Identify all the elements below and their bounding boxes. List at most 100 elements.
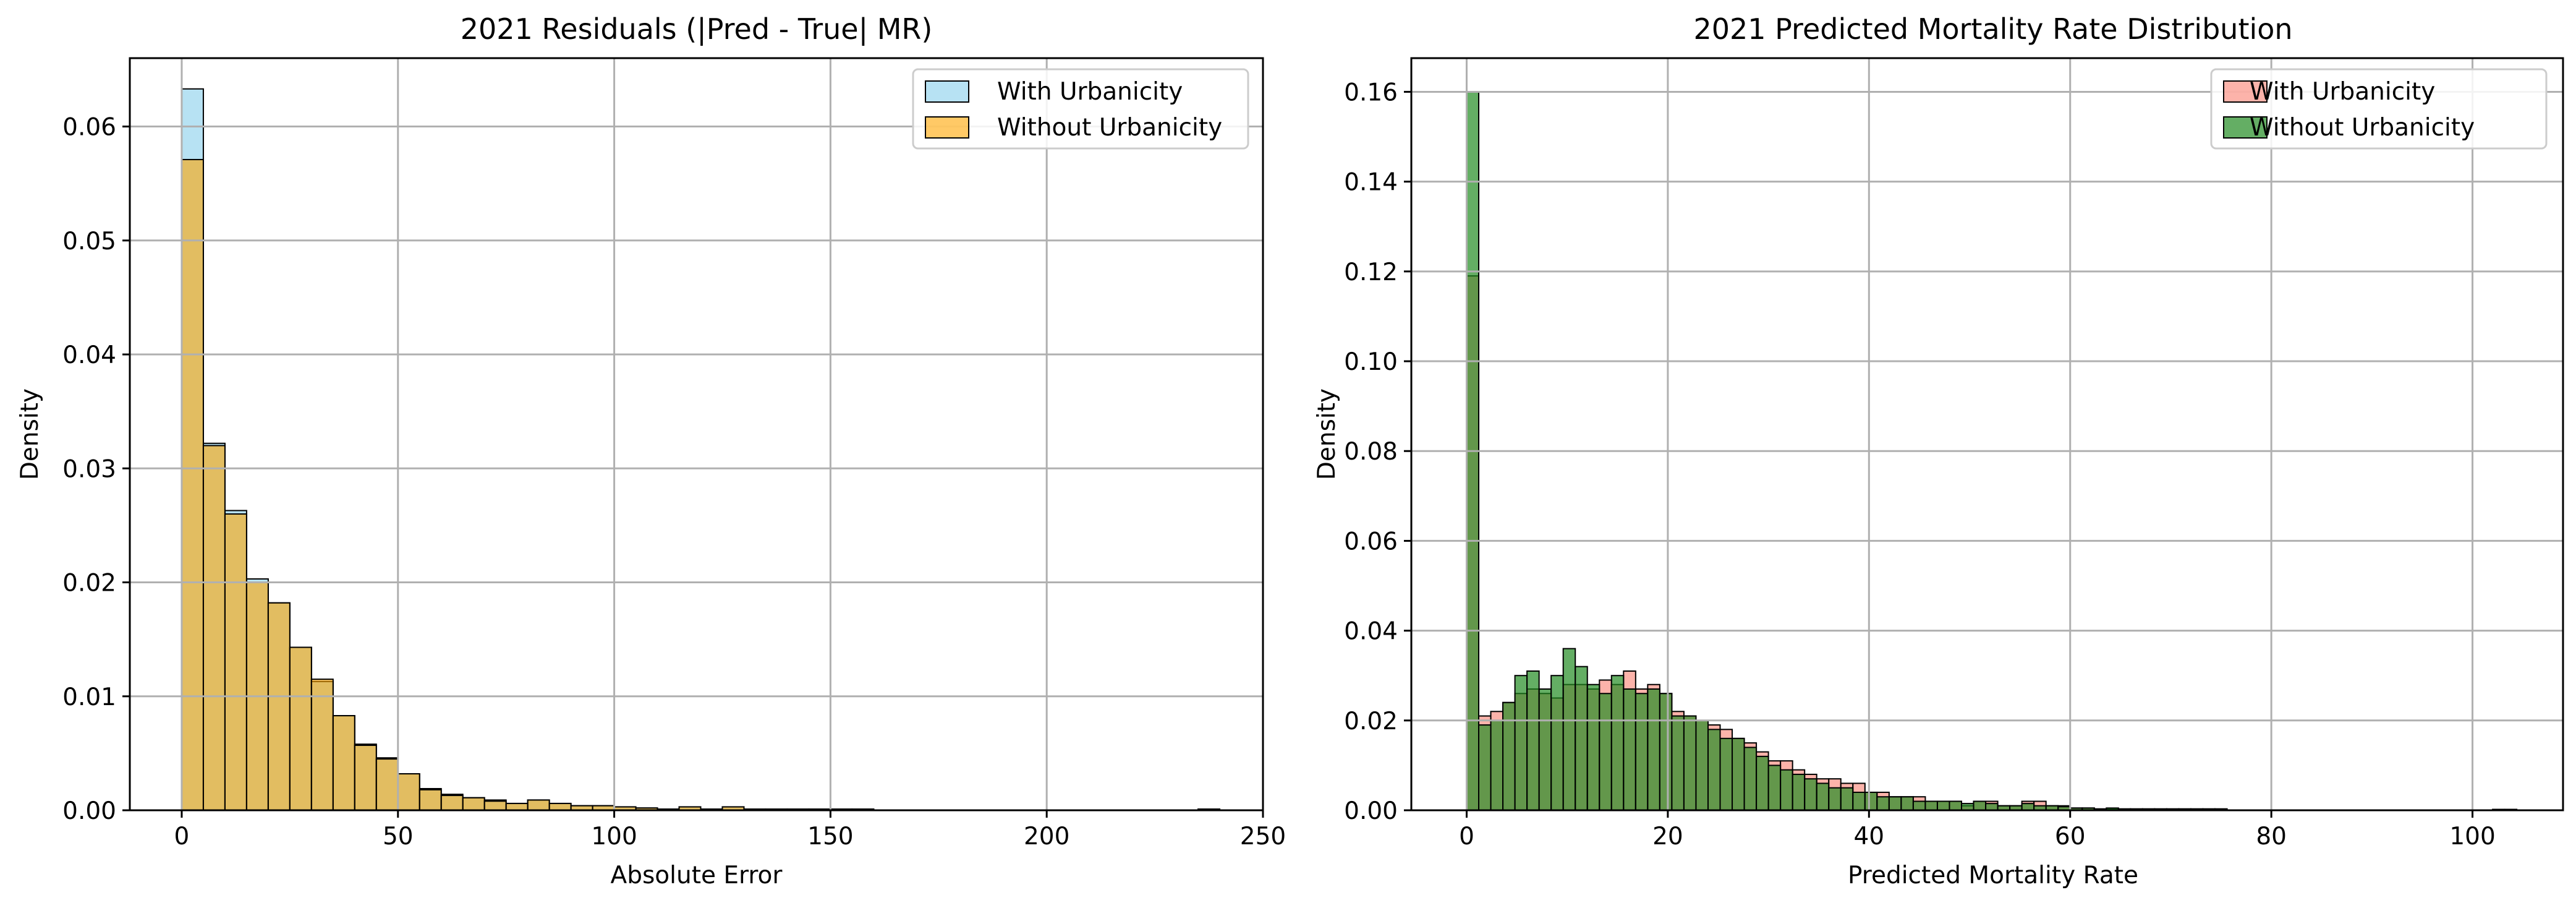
y-tick-label: 0.00 bbox=[62, 797, 116, 825]
histogram-bar bbox=[1586, 683, 1600, 812]
histogram-bar bbox=[1526, 670, 1540, 811]
histogram-bar bbox=[1719, 737, 1733, 811]
residuals-x-ticks: 0 50 100 150 200 250 bbox=[174, 810, 1286, 850]
x-tick-label: 100 bbox=[2449, 823, 2495, 850]
histogram-bar bbox=[289, 646, 312, 811]
residuals-legend: With Urbanicity Without Urbanicity bbox=[912, 68, 1249, 150]
histogram-bar bbox=[310, 679, 334, 811]
residuals-legend-box bbox=[912, 68, 1249, 150]
predicted-mr-legend: With Urbanicity Without Urbanicity bbox=[2210, 68, 2548, 150]
legend-swatch-without-urbanicity bbox=[925, 116, 969, 139]
histogram-bar bbox=[224, 513, 247, 812]
histogram-bar bbox=[1610, 675, 1625, 812]
histogram-bar bbox=[267, 602, 291, 811]
y-tick-label: 0.01 bbox=[62, 683, 116, 711]
legend-swatch-with-urbanicity bbox=[925, 80, 969, 103]
histogram-bar bbox=[1550, 675, 1564, 812]
x-tick-label: 20 bbox=[1652, 823, 1683, 850]
x-tick-label: 0 bbox=[174, 823, 190, 850]
histogram-bar bbox=[462, 797, 485, 811]
y-tick-label: 0.03 bbox=[62, 455, 116, 483]
histogram-bar bbox=[419, 789, 442, 811]
histogram-bar bbox=[1732, 737, 1745, 811]
y-tick-label: 0.12 bbox=[1344, 259, 1398, 286]
x-tick-label: 200 bbox=[1024, 823, 1069, 850]
histogram-bar bbox=[1683, 715, 1697, 811]
y-tick-label: 0.06 bbox=[62, 114, 116, 142]
histogram-bar bbox=[397, 773, 420, 812]
histogram-bar bbox=[1490, 719, 1504, 812]
x-tick-label: 40 bbox=[1853, 823, 1884, 850]
legend-swatch-with-urbanicity bbox=[2223, 80, 2268, 103]
residuals-chart: 2021 Residuals (|Pred - True| MR) 0 50 100… bbox=[16, 12, 1286, 889]
histogram-bar bbox=[1936, 800, 1950, 811]
histogram-bar bbox=[1514, 675, 1528, 812]
histogram-bar bbox=[1623, 688, 1636, 811]
predicted-mr-chart-title: 2021 Predicted Mortality Rate Distributi… bbox=[1693, 12, 2292, 46]
histogram-bar bbox=[1743, 747, 1758, 811]
histogram-bar bbox=[2021, 803, 2035, 812]
histogram-bar bbox=[1671, 715, 1685, 811]
y-tick-label: 0.10 bbox=[1344, 348, 1398, 376]
y-tick-label: 0.04 bbox=[1344, 618, 1398, 646]
y-tick-label: 0.08 bbox=[1344, 438, 1398, 466]
histogram-bar bbox=[1695, 719, 1709, 812]
histogram-bar bbox=[375, 758, 399, 812]
legend-label-without-urbanicity: Without Urbanicity bbox=[2250, 114, 2475, 142]
histogram-bar bbox=[1912, 800, 1926, 811]
y-tick-label: 0.16 bbox=[1344, 79, 1398, 106]
y-tick-label: 0.02 bbox=[62, 570, 116, 597]
histogram-bar bbox=[1804, 778, 1817, 812]
predicted-mr-x-axis-label: Predicted Mortality Rate bbox=[1848, 862, 2138, 889]
x-tick-label: 150 bbox=[807, 823, 853, 850]
residuals-plot-frame bbox=[129, 57, 1264, 812]
residuals-y-axis-label: Density bbox=[16, 388, 44, 480]
y-tick-label: 0.06 bbox=[1344, 528, 1398, 555]
histogram-bar bbox=[1707, 729, 1721, 811]
predicted-mr-chart: 2021 Predicted Mortality Rate Distributi… bbox=[1313, 12, 2564, 889]
x-tick-label: 0 bbox=[1459, 823, 1474, 850]
residuals-bars bbox=[181, 88, 1221, 812]
histogram-bar bbox=[1562, 648, 1576, 811]
y-tick-label: 0.05 bbox=[62, 228, 116, 255]
legend-label-without-urbanicity: Without Urbanicity bbox=[997, 114, 1222, 142]
residuals-chart-title: 2021 Residuals (|Pred - True| MR) bbox=[461, 12, 933, 46]
x-tick-label: 250 bbox=[1240, 823, 1286, 850]
histogram-bar bbox=[527, 799, 550, 812]
y-tick-label: 0.00 bbox=[1344, 797, 1398, 825]
histogram-bar bbox=[1634, 693, 1649, 812]
residuals-y-ticks: 0.00 0.01 0.02 0.03 0.04 0.05 0.06 bbox=[62, 114, 130, 825]
histogram-bar bbox=[1767, 765, 1782, 811]
legend-swatch-without-urbanicity bbox=[2223, 116, 2268, 139]
residuals-x-axis-label: Absolute Error bbox=[611, 862, 783, 889]
histogram-bar bbox=[1599, 693, 1612, 812]
histogram-bar bbox=[548, 802, 572, 811]
histogram-bar bbox=[1876, 796, 1890, 812]
histogram-bar bbox=[1852, 791, 1866, 811]
histogram-bar bbox=[1780, 769, 1793, 812]
y-tick-label: 0.02 bbox=[1344, 708, 1398, 735]
histogram-bar bbox=[1792, 773, 1806, 811]
histogram-bar bbox=[1502, 701, 1516, 812]
predicted-mr-legend-box bbox=[2210, 68, 2548, 150]
histogram-bar bbox=[1659, 693, 1673, 812]
histogram-bar bbox=[1864, 791, 1878, 811]
legend-label-with-urbanicity: With Urbanicity bbox=[2250, 78, 2435, 106]
histogram-bar bbox=[1973, 800, 1987, 811]
histogram-bar bbox=[1949, 800, 1963, 811]
predicted-mr-y-ticks: 0.00 0.02 0.04 0.06 0.08 0.10 0.12 0.14 0.16 bbox=[1344, 79, 1411, 825]
histogram-bar bbox=[1478, 724, 1492, 811]
histogram-bar bbox=[1816, 782, 1830, 811]
histogram-bar bbox=[1538, 688, 1552, 811]
x-tick-label: 80 bbox=[2256, 823, 2287, 850]
histogram-bar bbox=[1961, 803, 1975, 812]
histogram-bar bbox=[1828, 787, 1842, 812]
x-tick-label: 100 bbox=[591, 823, 637, 850]
histogram-bar bbox=[1756, 755, 1769, 811]
y-tick-label: 0.04 bbox=[62, 341, 116, 369]
legend-label-with-urbanicity: With Urbanicity bbox=[997, 78, 1183, 106]
histogram-bar bbox=[1888, 796, 1902, 812]
histogram-bar bbox=[1840, 787, 1854, 812]
